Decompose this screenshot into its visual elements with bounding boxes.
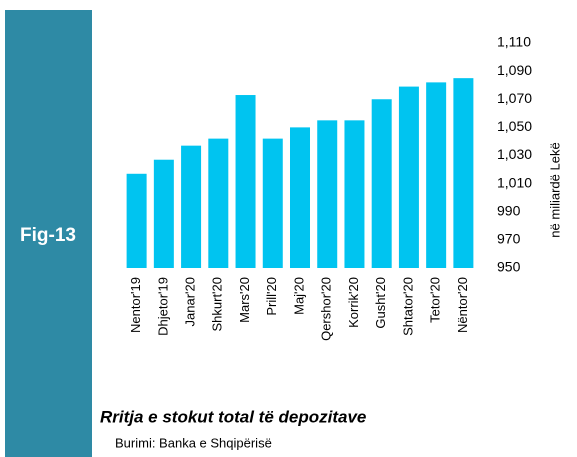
bar [290, 127, 310, 268]
y-axis-label: në miliardë Lekë [547, 142, 562, 237]
x-tick-label: Shtator'20 [400, 277, 415, 336]
bar [398, 86, 419, 268]
y-tick-label: 990 [497, 202, 521, 218]
bar [208, 138, 229, 268]
y-tick-label: 1,090 [497, 62, 532, 78]
bar [371, 99, 392, 268]
bar [426, 82, 447, 268]
y-tick-label: 1,050 [497, 118, 532, 134]
sidebar [5, 10, 92, 457]
x-tick-label: Tetor'20 [428, 277, 443, 323]
bar [181, 145, 202, 268]
y-tick-label: 1,110 [497, 34, 531, 50]
y-tick-label: 1,070 [497, 90, 532, 106]
bar [453, 78, 474, 268]
badge: Fig-13 [20, 225, 76, 246]
x-tick-label: Dhjetor'19 [155, 277, 170, 336]
chart-title: Rritja e stokut total të depozitave [100, 407, 366, 426]
bar [317, 120, 338, 268]
x-tick-label: Qershor'20 [319, 277, 334, 341]
x-tick-label: Prill'20 [264, 277, 279, 316]
y-tick-label: 1,010 [497, 174, 532, 190]
source: Burimi: Banka e Shqipërisë [115, 435, 272, 450]
x-tick-label: Gusht'20 [373, 277, 388, 329]
x-tick-label: Korrik'20 [346, 277, 361, 328]
x-tick-label: Maj'20 [291, 277, 306, 315]
x-tick-label: Mars'20 [237, 277, 252, 323]
bar [235, 95, 256, 268]
x-tick-label: Shkurt'20 [210, 277, 225, 332]
bar [344, 120, 365, 268]
x-tick-label: Nëntor'20 [455, 277, 470, 333]
bar [153, 159, 174, 268]
bar [262, 138, 283, 268]
y-tick-label: 950 [497, 259, 521, 275]
y-tick-label: 970 [497, 231, 521, 247]
x-tick-label: Janar'20 [183, 277, 198, 326]
bar [126, 173, 147, 268]
y-tick-label: 1,030 [497, 146, 532, 162]
x-tick-label: Nentor'19 [128, 277, 143, 333]
